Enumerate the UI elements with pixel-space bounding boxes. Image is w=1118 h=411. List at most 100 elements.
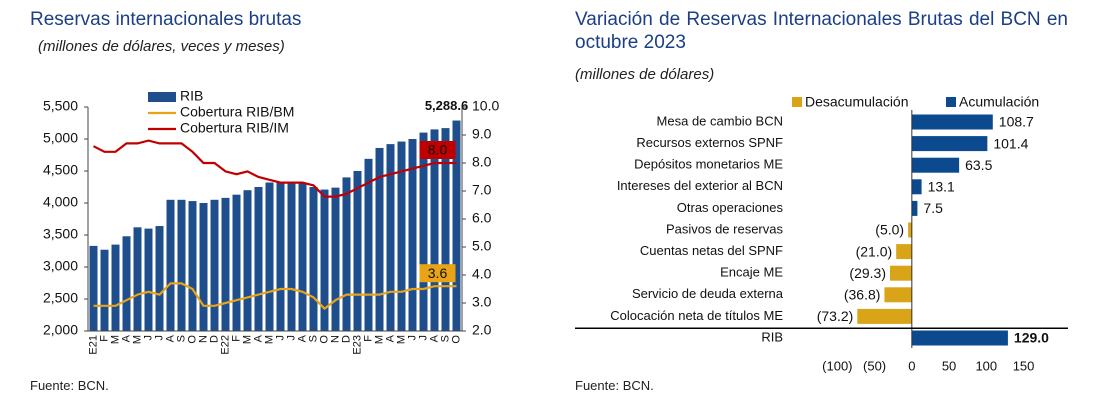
data-label: (29.3) <box>849 265 886 281</box>
y2-tick-label: 2.0 <box>472 322 492 338</box>
bar <box>287 182 296 331</box>
legend-label: Acumulación <box>959 94 1039 110</box>
bar <box>397 141 406 331</box>
x-tick-label: (50) <box>863 358 886 373</box>
x-tick-label: A <box>164 334 176 342</box>
category-label: Mesa de cambio BCN <box>657 113 783 128</box>
bar <box>890 265 912 281</box>
category-label: Recursos externos SPNF <box>636 135 783 150</box>
bar <box>232 194 241 331</box>
bar <box>419 132 428 331</box>
x-tick-label: M <box>131 335 143 344</box>
legend-label: RIB <box>180 88 203 104</box>
bar <box>221 197 230 331</box>
y-tick-label: 2,000 <box>43 322 78 338</box>
bar <box>320 189 329 331</box>
bar <box>122 236 131 331</box>
bar <box>375 147 384 331</box>
x-tick-label: O <box>318 335 330 344</box>
bar <box>911 330 1008 346</box>
legend-swatch <box>148 92 176 102</box>
bar <box>441 128 450 331</box>
bar <box>911 200 918 216</box>
x-tick-label: M <box>373 335 385 344</box>
bar <box>896 244 912 260</box>
x-tick-label: A <box>428 334 440 342</box>
y2-tick-label: 7.0 <box>472 182 492 198</box>
bar <box>911 157 960 173</box>
data-label: (36.8) <box>844 287 881 303</box>
bar <box>254 187 263 331</box>
data-label: (73.2) <box>817 308 854 324</box>
y-tick-label: 4,500 <box>43 162 78 178</box>
x-tick-label: D <box>340 335 352 343</box>
data-label: 13.1 <box>928 179 955 195</box>
data-label: 108.7 <box>999 114 1034 130</box>
x-tick-label: A <box>296 334 308 342</box>
x-tick-label: E21 <box>87 335 99 355</box>
x-tick-label: 150 <box>1013 358 1035 373</box>
legend-label: Cobertura RIB/IM <box>180 120 289 136</box>
data-label: 3.6 <box>428 265 448 281</box>
x-tick-label: F <box>230 335 242 342</box>
y-tick-label: 5,500 <box>43 98 78 114</box>
bar <box>177 199 186 331</box>
x-tick-label: J <box>274 335 286 341</box>
x-tick-label: S <box>307 335 319 342</box>
legend-label: Desacumulación <box>805 94 909 110</box>
x-tick-label: 100 <box>975 358 997 373</box>
x-tick-label: 50 <box>942 358 956 373</box>
x-tick-label: N <box>329 335 341 343</box>
category-label: Pasivos de reservas <box>666 221 784 236</box>
bar <box>144 228 153 331</box>
line <box>93 282 457 311</box>
data-label: 8.0 <box>428 142 448 158</box>
x-tick-label: M <box>241 335 253 344</box>
x-tick-label: J <box>142 335 154 341</box>
legend-swatch <box>946 97 956 107</box>
legend-swatch <box>792 97 802 107</box>
bar <box>309 187 318 331</box>
data-label: (5.0) <box>875 222 904 238</box>
data-label: 101.4 <box>993 135 1028 151</box>
y-tick-label: 4,000 <box>43 194 78 210</box>
y2-tick-label: 3.0 <box>472 294 492 310</box>
x-tick-label: O <box>186 335 198 344</box>
bar <box>265 182 274 331</box>
label-box <box>419 141 456 159</box>
chart-subtitle: (millones de dólares) <box>575 66 715 83</box>
bar <box>857 308 912 324</box>
x-tick-label: M <box>263 335 275 344</box>
x-tick-label: M <box>109 335 121 344</box>
bar <box>188 201 197 331</box>
category-label: Servicio de deuda externa <box>632 286 784 301</box>
bar <box>111 244 120 331</box>
y2-tick-label: 6.0 <box>472 210 492 226</box>
bar <box>210 199 219 331</box>
line <box>93 139 457 198</box>
bar <box>908 222 912 238</box>
source: Fuente: BCN. <box>30 378 109 393</box>
legend-label: Cobertura RIB/BM <box>180 104 294 120</box>
category-label: Intereses del exterior al BCN <box>617 178 783 193</box>
x-tick-label: J <box>285 335 297 341</box>
chart-title: Variación de Reservas Internacionales Br… <box>575 9 1068 53</box>
x-tick-label: A <box>120 334 132 342</box>
source: Fuente: BCN. <box>575 378 654 393</box>
x-tick-label: J <box>406 335 418 341</box>
x-tick-label: S <box>175 335 187 342</box>
y2-tick-label: 9.0 <box>472 126 492 142</box>
x-tick-label: O <box>450 335 462 344</box>
x-tick-label: F <box>98 335 110 342</box>
bar <box>133 227 142 331</box>
bar <box>155 226 164 331</box>
data-label: 7.5 <box>923 200 943 216</box>
x-tick-label: (100) <box>822 358 852 373</box>
category-label: RIB <box>761 329 783 344</box>
y-tick-label: 5,000 <box>43 130 78 146</box>
category-label: Cuentas netas del SPNF <box>640 243 783 258</box>
x-tick-label: J <box>417 335 429 341</box>
data-label: 5,288.6 <box>425 98 468 113</box>
bar <box>911 136 988 152</box>
